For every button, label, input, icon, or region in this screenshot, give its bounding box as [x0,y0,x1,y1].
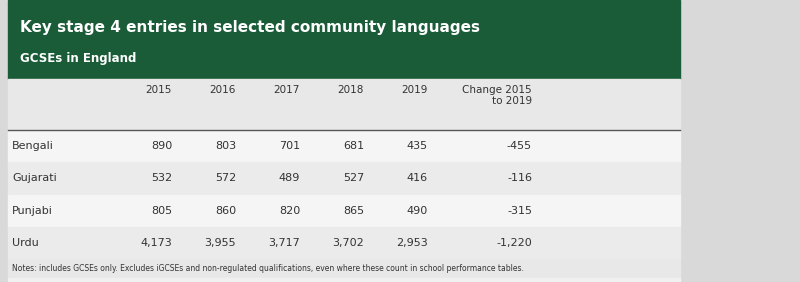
Text: 2016: 2016 [210,85,236,94]
Bar [8,162,680,195]
Text: 572: 572 [214,173,236,183]
Text: 803: 803 [215,141,236,151]
Bar [8,79,680,130]
Text: -116: -116 [507,173,532,183]
Text: -315: -315 [507,206,532,216]
Text: 3,955: 3,955 [204,238,236,248]
Text: 532: 532 [151,173,172,183]
Text: 4,173: 4,173 [140,238,172,248]
Text: 865: 865 [343,206,364,216]
Text: GCSEs in England: GCSEs in England [20,52,136,65]
Text: 701: 701 [279,141,300,151]
Text: 490: 490 [406,206,428,216]
Text: Bengali: Bengali [12,141,54,151]
Bar [8,195,680,227]
Text: 890: 890 [150,141,172,151]
Text: 527: 527 [342,173,364,183]
Text: Change 2015
to 2019: Change 2015 to 2019 [462,85,532,106]
Bar [8,130,680,162]
Text: 3,702: 3,702 [332,238,364,248]
Text: -1,220: -1,220 [496,238,532,248]
Bar [8,259,680,278]
Text: 2018: 2018 [338,85,364,94]
Text: 2015: 2015 [146,85,172,94]
Text: 820: 820 [278,206,300,216]
Text: 435: 435 [407,141,428,151]
Text: Punjabi: Punjabi [12,206,53,216]
Text: Key stage 4 entries in selected community languages: Key stage 4 entries in selected communit… [20,20,480,35]
Text: 681: 681 [343,141,364,151]
Text: Gujarati: Gujarati [12,173,57,183]
Text: -455: -455 [507,141,532,151]
Bar [8,227,680,259]
Text: Urdu: Urdu [12,238,38,248]
Text: 2,953: 2,953 [396,238,428,248]
Text: Notes: includes GCSEs only. Excludes iGCSEs and non-regulated qualifications, ev: Notes: includes GCSEs only. Excludes iGC… [12,264,524,273]
Text: 2017: 2017 [274,85,300,94]
Bar [8,0,680,79]
Text: 416: 416 [407,173,428,183]
Text: 2019: 2019 [402,85,428,94]
Text: 805: 805 [151,206,172,216]
Text: 860: 860 [215,206,236,216]
Bar [8,278,680,282]
Text: 3,717: 3,717 [268,238,300,248]
Text: 489: 489 [278,173,300,183]
